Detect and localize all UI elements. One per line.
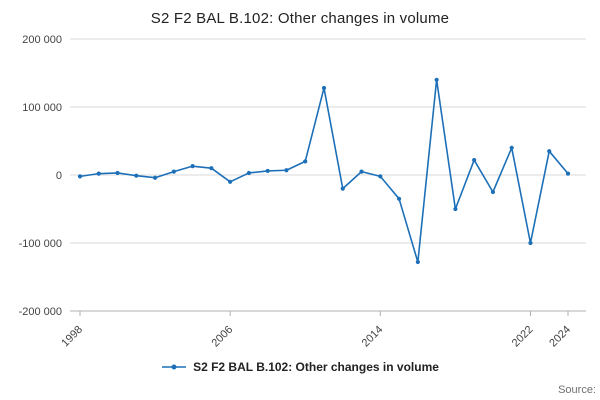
x-tick-label: 1998 xyxy=(59,324,85,350)
data-point xyxy=(528,240,533,246)
legend-label: S2 F2 BAL B.102: Other changes in volume xyxy=(193,360,439,374)
chart-title: S2 F2 BAL B.102: Other changes in volume xyxy=(150,10,450,27)
legend-line-marker xyxy=(162,364,187,370)
x-tick-label: 2024 xyxy=(547,324,573,350)
data-point xyxy=(246,170,252,176)
data-point xyxy=(321,85,327,91)
data-point xyxy=(472,157,477,163)
data-point xyxy=(434,77,439,82)
x-tick-label: 2022 xyxy=(510,324,536,350)
data-point xyxy=(565,171,571,176)
data-point xyxy=(378,174,383,179)
legend-point xyxy=(171,364,177,370)
x-tick-label: 2006 xyxy=(209,324,235,350)
data-point xyxy=(265,168,270,174)
data-point xyxy=(303,159,308,164)
source-label: Source: xyxy=(558,384,596,396)
data-point xyxy=(115,170,120,176)
data-point xyxy=(396,196,402,201)
data-point xyxy=(509,145,514,150)
data-point xyxy=(340,186,345,191)
data-point xyxy=(453,206,458,212)
data-point xyxy=(134,173,139,178)
data-point xyxy=(415,259,420,265)
data-point xyxy=(490,189,496,195)
y-tick-label: -200 000 xyxy=(19,306,62,318)
line-chart: 200 000 100 000 0 -100 000 -200 000 1998 2006 2… xyxy=(19,34,586,350)
y-tick-label: 200 000 xyxy=(22,34,62,46)
x-tick-label: 2014 xyxy=(360,324,386,350)
data-point xyxy=(77,174,83,179)
data-point xyxy=(228,179,233,184)
data-point xyxy=(359,169,364,174)
legend: S2 F2 BAL B.102: Other changes in volume xyxy=(0,360,600,374)
y-tick-label: 0 xyxy=(56,170,62,182)
y-tick-label: 100 000 xyxy=(22,102,62,114)
data-point xyxy=(284,168,289,173)
data-point xyxy=(171,169,176,174)
data-point xyxy=(152,175,158,180)
data-point xyxy=(209,166,214,171)
data-point xyxy=(190,164,195,169)
data-point xyxy=(96,171,101,176)
y-tick-label: -100 000 xyxy=(19,238,62,250)
data-point xyxy=(547,149,552,154)
